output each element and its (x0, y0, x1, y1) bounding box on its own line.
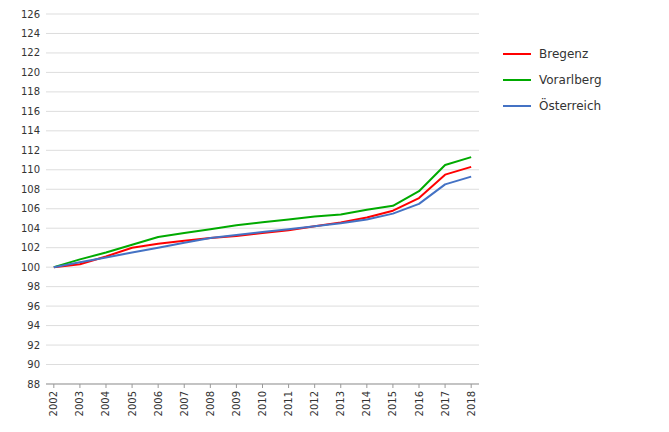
x-tick-label: 2012 (309, 391, 320, 416)
y-tick-label: 126 (21, 9, 40, 20)
y-tick-label: 124 (21, 28, 40, 39)
x-tick (366, 384, 367, 388)
grid-line (46, 14, 479, 15)
x-tick (419, 384, 420, 388)
y-tick-label: 120 (21, 67, 40, 78)
x-tick (105, 384, 106, 388)
y-tick-label: 122 (21, 47, 40, 58)
x-tick (262, 384, 263, 388)
x-tick (132, 384, 133, 388)
x-tick (340, 384, 341, 388)
legend-swatch (503, 105, 531, 107)
x-tick (392, 384, 393, 388)
legend: Bregenz Vorarlberg Österreich (503, 47, 602, 113)
grid-line (46, 130, 479, 131)
grid-line (46, 111, 479, 112)
grid-line (46, 345, 479, 346)
y-tick-label: 118 (21, 86, 40, 97)
y-tick-label: 112 (21, 145, 40, 156)
x-tick-label: 2003 (74, 391, 85, 416)
x-tick (158, 384, 159, 388)
grid-line (46, 267, 479, 268)
x-axis: 2002 2003 2004 2005 2006 2007 2008 2009 2010 2011… (46, 384, 479, 416)
y-tick-label: 104 (21, 223, 40, 234)
grid-line (46, 208, 479, 209)
x-tick (445, 384, 446, 388)
x-tick (236, 384, 237, 388)
chart-container: 88 90 92 94 96 98 100 102 104 106 108 110 112 114 116 1… (0, 0, 669, 432)
y-tick-label: 110 (21, 164, 40, 175)
x-tick-label: 2014 (361, 391, 372, 416)
legend-label: Österreich (539, 97, 601, 113)
x-tick-label: 2016 (414, 391, 425, 416)
y-tick-label: 94 (27, 320, 40, 331)
legend-swatch (503, 53, 531, 55)
x-tick (79, 384, 80, 388)
x-tick (210, 384, 211, 388)
series-line (54, 177, 471, 268)
grid-line (46, 52, 479, 53)
x-tick-label: 2017 (440, 391, 451, 416)
grid-line (46, 247, 479, 248)
x-tick-label: 2009 (231, 391, 242, 416)
x-tick (314, 384, 315, 388)
grid-line (46, 33, 479, 34)
x-tick-label: 2002 (48, 391, 59, 416)
x-tick-label: 2008 (205, 391, 216, 416)
grid-line (46, 72, 479, 73)
series-line (54, 167, 471, 267)
y-tick-label: 108 (21, 184, 40, 195)
x-tick (184, 384, 185, 388)
y-tick-label: 96 (27, 301, 40, 312)
x-tick-label: 2006 (153, 391, 164, 416)
x-tick-label: 2013 (335, 391, 346, 416)
grid-line (46, 91, 479, 92)
y-tick-label: 90 (27, 359, 40, 370)
series-line (54, 157, 471, 267)
x-tick (288, 384, 289, 388)
y-tick-label: 106 (21, 203, 40, 214)
grid-line (46, 364, 479, 365)
legend-label: Vorarlberg (539, 73, 602, 87)
grid-line (46, 286, 479, 287)
y-tick-label: 114 (21, 125, 40, 136)
grid-line (46, 228, 479, 229)
x-tick-label: 2007 (179, 391, 190, 416)
chart-svg: 88 90 92 94 96 98 100 102 104 106 108 110 112 114 116 1… (0, 0, 669, 432)
x-tick-label: 2004 (100, 391, 111, 416)
y-tick-label: 100 (21, 262, 40, 273)
x-tick (471, 384, 472, 388)
y-tick-label: 92 (27, 340, 40, 351)
grid-line (46, 325, 479, 326)
x-tick-label: 2011 (283, 391, 294, 416)
legend-label: Bregenz (539, 47, 588, 61)
x-tick-label: 2010 (257, 391, 268, 416)
y-tick-label: 116 (21, 106, 40, 117)
grid-line (46, 169, 479, 170)
grid-line (46, 150, 479, 151)
x-tick-label: 2018 (466, 391, 477, 416)
series-group (54, 157, 471, 267)
x-tick (53, 384, 54, 388)
grid-line (46, 306, 479, 307)
y-tick-label: 98 (27, 281, 40, 292)
x-tick-label: 2015 (387, 391, 398, 416)
legend-swatch (503, 79, 531, 81)
y-axis: 88 90 92 94 96 98 100 102 104 106 108 110 112 114 116 1… (21, 9, 479, 390)
y-tick-label: 102 (21, 242, 40, 253)
x-tick-label: 2005 (127, 391, 138, 416)
y-tick-label: 88 (27, 379, 40, 390)
grid-line (46, 189, 479, 190)
